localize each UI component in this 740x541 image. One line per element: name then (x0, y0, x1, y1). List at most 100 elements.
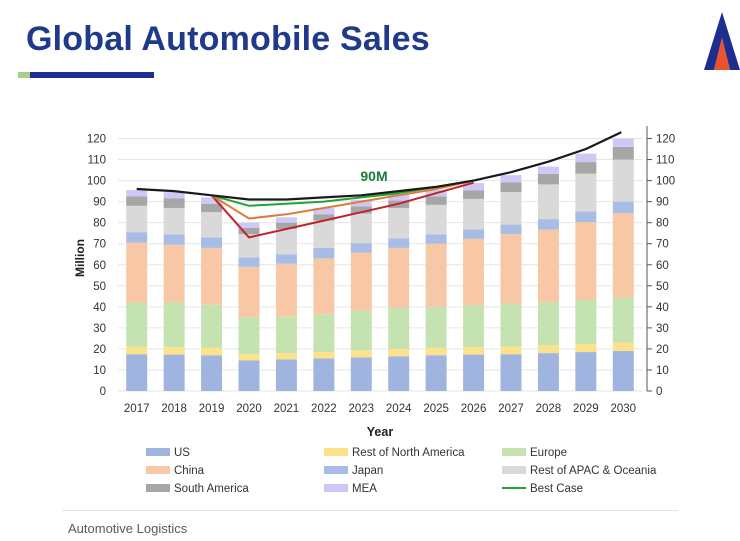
title-underline (30, 72, 154, 78)
logo-letter: T (731, 62, 737, 72)
bar-segment (201, 203, 223, 213)
bar-segment (425, 234, 447, 244)
bar-segment (388, 247, 410, 308)
bar-segment (350, 206, 372, 214)
bar-layer (126, 138, 634, 391)
bar-segment (126, 196, 148, 206)
scenario-line-baseline (136, 131, 622, 201)
bar-segment (126, 346, 148, 355)
y-tick-label-right: 90 (656, 197, 669, 209)
annotation-label: 90M (360, 168, 387, 184)
bar-segment (463, 347, 485, 355)
x-tick-label: 2024 (386, 403, 412, 415)
bar-segment (163, 207, 185, 235)
bar-segment (388, 348, 410, 357)
bar-segment (612, 342, 634, 352)
bar-segment (425, 196, 447, 205)
bar-segment (350, 213, 372, 244)
bar-segment (537, 166, 559, 174)
y-tick-label-left: 10 (93, 365, 106, 377)
bar-segment (163, 354, 185, 391)
y-tick-label-right: 20 (656, 344, 669, 356)
bar-segment (537, 184, 559, 220)
bar-segment (201, 304, 223, 348)
bar-segment (500, 191, 522, 225)
bar-segment (425, 347, 447, 356)
legend-layer: US Rest of North America Europe China Japan R… (146, 447, 657, 495)
bar-segment (201, 212, 223, 238)
bar-segment (500, 234, 522, 304)
y-tick-label-right: 100 (656, 176, 675, 188)
bar-segment (163, 244, 185, 303)
legend-swatch (146, 466, 170, 474)
bar-segment (500, 224, 522, 235)
bar-segment (163, 192, 185, 199)
bar-segment (275, 353, 297, 360)
y-tick-label-left: 40 (93, 302, 106, 314)
y-tick-label-right: 70 (656, 239, 669, 251)
bar-segment (388, 194, 410, 201)
legend-label: Japan (352, 465, 383, 477)
y-tick-label-right: 10 (656, 365, 669, 377)
x-tick-label: 2018 (161, 403, 187, 415)
y-tick-label-right: 30 (656, 323, 669, 335)
bar-segment (275, 217, 297, 223)
y-tick-label-left: 60 (93, 260, 106, 272)
footer-divider (62, 510, 678, 511)
bar-segment (575, 352, 597, 391)
bar-segment (238, 234, 260, 258)
bar-segment (126, 354, 148, 391)
legend-swatch (324, 484, 348, 492)
y-tick-label-right: 80 (656, 218, 669, 230)
bar-segment (425, 355, 447, 391)
legend-label: Best Case (530, 483, 583, 495)
y-tick-label-left: 120 (87, 134, 106, 146)
bar-segment (537, 173, 559, 185)
bar-segment (313, 352, 335, 359)
bar-segment (313, 220, 335, 248)
bar-segment (238, 227, 260, 235)
bar-segment (238, 222, 260, 228)
y-tick-label-left: 70 (93, 239, 106, 251)
legend-label: MEA (352, 483, 377, 495)
bar-segment (275, 222, 297, 229)
bar-segment (313, 258, 335, 315)
x-tick-label: 2019 (199, 403, 225, 415)
y-tick-label-left: 20 (93, 344, 106, 356)
x-tick-label: 2025 (423, 403, 449, 415)
bar-segment (238, 257, 260, 267)
bar-segment (612, 138, 634, 147)
bar-segment (537, 229, 559, 303)
bar-segment (238, 360, 260, 391)
bar-segment (350, 357, 372, 391)
bar-segment (575, 344, 597, 353)
legend-label: South America (174, 483, 249, 495)
x-tick-label: 2029 (573, 403, 599, 415)
line-layer: 90M (136, 131, 622, 239)
bar-segment (350, 350, 372, 358)
company-logo-icon: T (704, 12, 740, 72)
x-tick-label: 2026 (461, 403, 487, 415)
legend-label: US (174, 447, 190, 459)
y-tick-label-left: 30 (93, 323, 106, 335)
bar-segment (575, 222, 597, 300)
bar-segment (463, 305, 485, 348)
bar-segment (575, 153, 597, 163)
bar-segment (126, 205, 148, 233)
bar-segment (500, 182, 522, 192)
bar-segment (463, 190, 485, 199)
bar-segment (537, 302, 559, 346)
x-tick-label: 2022 (311, 403, 337, 415)
bar-segment (500, 175, 522, 183)
x-tick-label: 2023 (348, 403, 374, 415)
bar-segment (238, 317, 260, 355)
bar-segment (350, 252, 372, 311)
bar-segment (388, 238, 410, 248)
bar-segment (612, 146, 634, 160)
legend-label: Europe (530, 447, 567, 459)
bar-segment (575, 299, 597, 345)
y-tick-label-right: 120 (656, 134, 675, 146)
bar-segment (463, 354, 485, 391)
bar-segment (463, 198, 485, 230)
